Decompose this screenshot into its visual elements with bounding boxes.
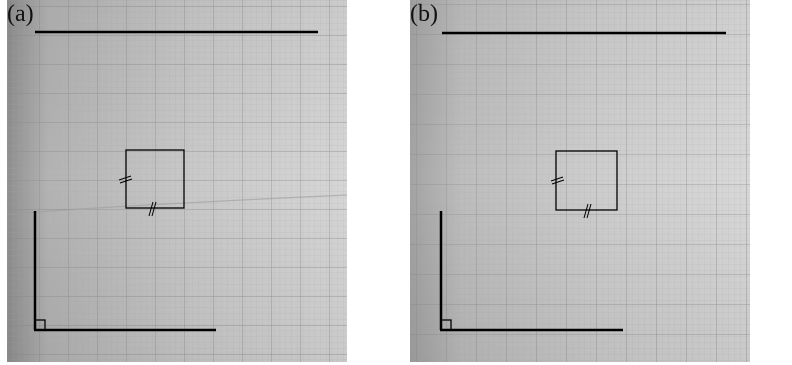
square-shape <box>550 150 618 219</box>
right-angle-corner <box>33 211 216 332</box>
square-shape <box>118 149 185 217</box>
panel-a: (a) <box>7 0 347 362</box>
right-angle-corner <box>439 211 623 332</box>
graph-paper-photo-b <box>410 0 750 362</box>
graph-paper-photo-a <box>7 0 347 362</box>
panel-label-a: (a) <box>7 1 34 27</box>
panel-b: (b) <box>410 0 750 362</box>
panel-label-b: (b) <box>410 1 438 27</box>
